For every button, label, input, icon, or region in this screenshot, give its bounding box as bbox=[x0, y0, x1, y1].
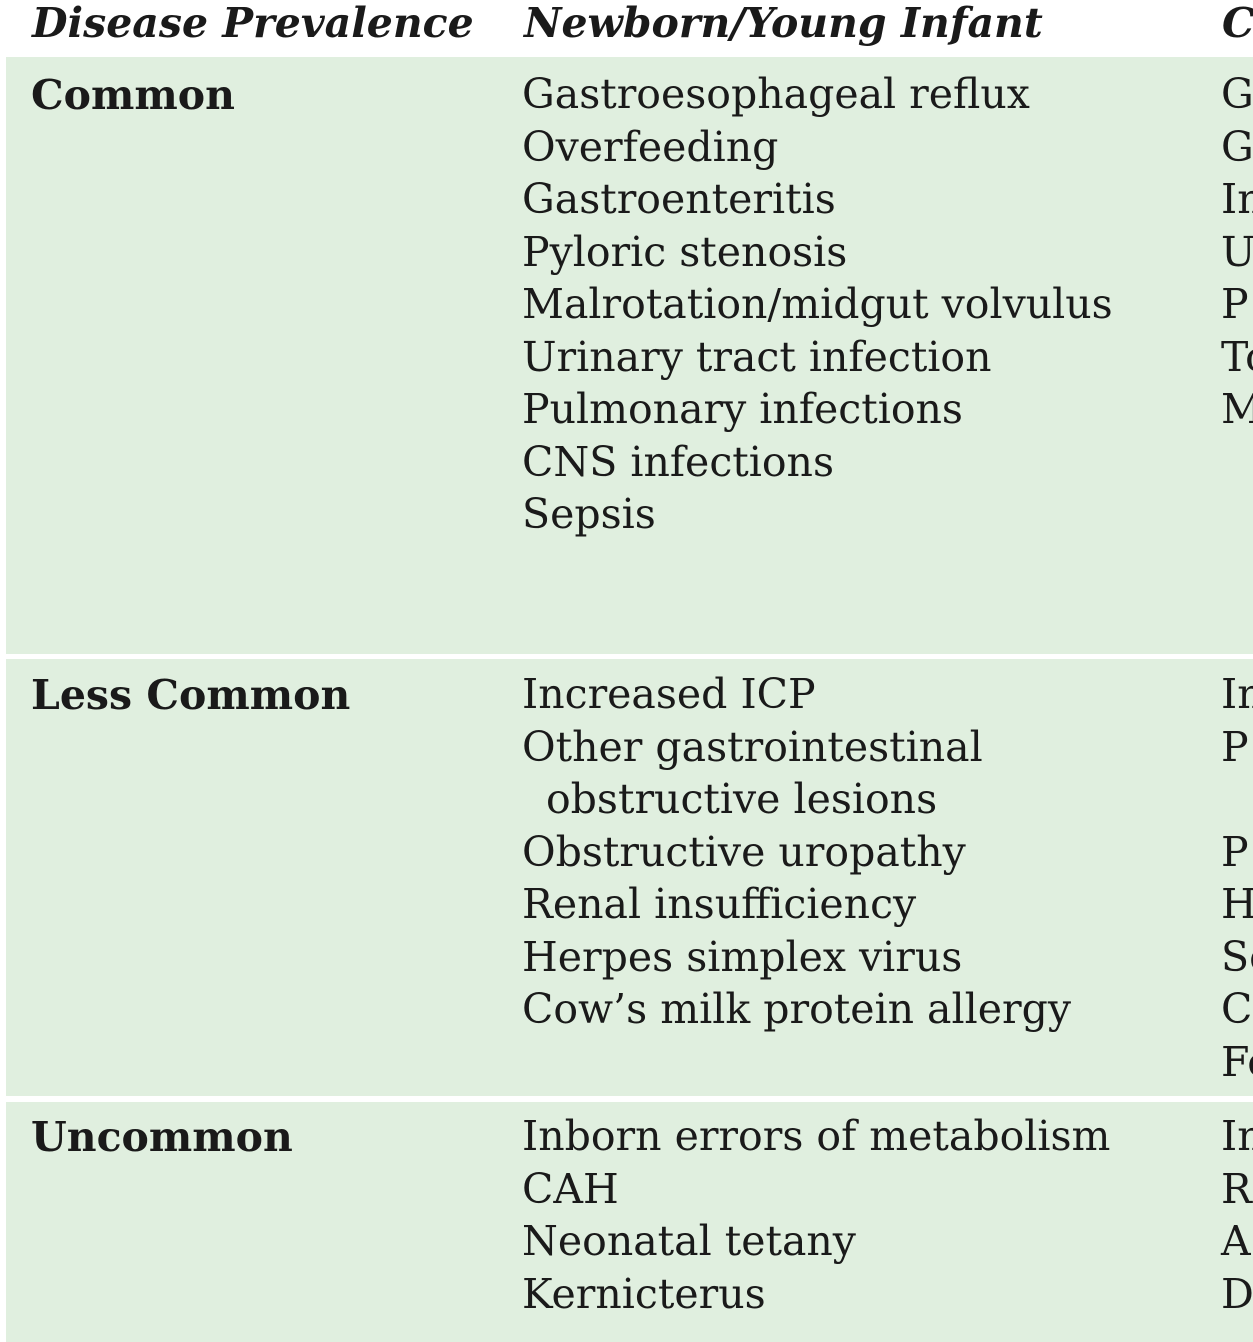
prevalence-label: Less Common bbox=[31, 671, 351, 719]
next-column-item: Fe bbox=[1221, 1037, 1253, 1086]
next-column-item: In bbox=[1221, 175, 1253, 223]
condition-item: CAH bbox=[522, 1164, 619, 1213]
condition-item: Neonatal tetany bbox=[522, 1217, 856, 1265]
condition-item: Gastroesophageal reflux bbox=[522, 70, 1030, 118]
prevalence-label: Uncommon bbox=[31, 1113, 293, 1161]
condition-item: Obstructive uropathy bbox=[522, 827, 966, 876]
prevalence-label: Common bbox=[31, 71, 235, 119]
next-column-item: To bbox=[1221, 332, 1253, 381]
condition-item: Increased ICP bbox=[522, 670, 816, 718]
condition-item: Overfeeding bbox=[522, 122, 779, 171]
condition-item: Sepsis bbox=[522, 490, 656, 538]
next-column-item bbox=[1221, 773, 1253, 826]
row-less-common: Less Common Increased ICP Other gastroin… bbox=[6, 659, 1253, 1096]
condition-item: Herpes simplex virus bbox=[522, 932, 963, 981]
next-column-item: G bbox=[1221, 70, 1253, 118]
condition-item: Other gastrointestinal bbox=[522, 722, 983, 771]
next-column-item: P bbox=[1221, 827, 1249, 876]
next-column-item: P bbox=[1221, 280, 1249, 328]
condition-item: CNS infections bbox=[522, 437, 835, 486]
newborn-conditions-list: Gastroesophageal reflux Overfeeding Gast… bbox=[522, 68, 1113, 541]
next-column-item: H bbox=[1221, 880, 1253, 928]
condition-item: Inborn errors of metabolism bbox=[522, 1112, 1111, 1160]
condition-item: Cow’s milk protein allergy bbox=[522, 985, 1071, 1033]
next-column-list: G G In U P To M bbox=[1221, 68, 1253, 436]
next-column-item: In bbox=[1221, 670, 1253, 718]
next-column-item: A bbox=[1221, 1217, 1251, 1265]
next-column-item: G bbox=[1221, 122, 1253, 171]
condition-item: Pyloric stenosis bbox=[522, 227, 848, 276]
condition-item: Pulmonary infections bbox=[522, 385, 963, 433]
next-column-item: U bbox=[1221, 227, 1253, 276]
condition-item: Urinary tract infection bbox=[522, 332, 992, 381]
header-newborn-young-infant: Newborn/Young Infant bbox=[524, 0, 1043, 47]
next-column-item: C bbox=[1221, 985, 1253, 1033]
row-common: Common Gastroesophageal reflux Overfeedi… bbox=[6, 57, 1253, 654]
condition-item: Gastroenteritis bbox=[522, 175, 836, 223]
newborn-conditions-list: Increased ICP Other gastrointestinal obs… bbox=[522, 668, 1071, 1036]
condition-item: Kernicterus bbox=[522, 1269, 766, 1318]
next-column-item: Se bbox=[1221, 932, 1253, 981]
next-column-item: D bbox=[1221, 1269, 1253, 1318]
condition-item: Renal insufficiency bbox=[522, 880, 917, 928]
row-uncommon: Uncommon Inborn errors of metabolism CAH… bbox=[6, 1102, 1253, 1342]
next-column-item: M bbox=[1221, 385, 1253, 433]
next-column-item: In bbox=[1221, 1112, 1253, 1160]
condition-item-continuation: obstructive lesions bbox=[546, 775, 938, 823]
next-column-item: R bbox=[1221, 1164, 1252, 1213]
next-column-list: In R A D bbox=[1221, 1110, 1253, 1320]
header-disease-prevalence: Disease Prevalence bbox=[32, 0, 474, 47]
condition-item: Malrotation/midgut volvulus bbox=[522, 280, 1113, 328]
newborn-conditions-list: Inborn errors of metabolism CAH Neonatal… bbox=[522, 1110, 1110, 1320]
next-column-item: P bbox=[1221, 722, 1249, 771]
next-column-list: In P P H Se C Fe bbox=[1221, 668, 1253, 1088]
header-next-column: C bbox=[1222, 0, 1253, 47]
table-header: Disease Prevalence Newborn/Young Infant … bbox=[0, 0, 1253, 57]
